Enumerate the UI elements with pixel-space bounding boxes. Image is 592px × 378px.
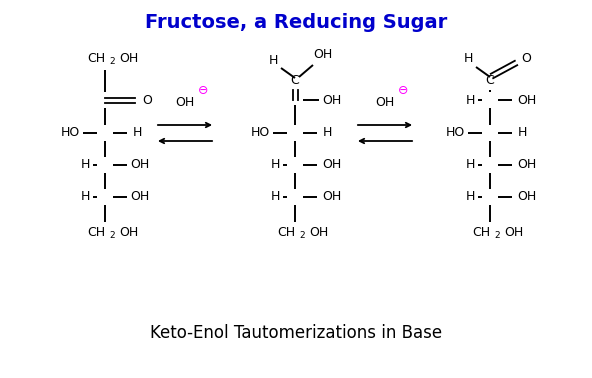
Text: H: H — [271, 191, 279, 203]
Text: OH: OH — [323, 158, 342, 172]
Text: CH: CH — [87, 226, 105, 239]
Text: OH: OH — [175, 96, 195, 110]
Text: H: H — [271, 158, 279, 172]
Text: HO: HO — [445, 127, 465, 139]
Text: C: C — [485, 74, 494, 87]
Text: OH: OH — [119, 226, 139, 239]
Text: H: H — [81, 191, 89, 203]
Text: Keto-Enol Tautomerizations in Base: Keto-Enol Tautomerizations in Base — [150, 324, 442, 342]
Text: CH: CH — [87, 51, 105, 65]
Text: H: H — [81, 158, 89, 172]
Text: OH: OH — [323, 93, 342, 107]
Text: OH: OH — [130, 158, 150, 172]
Text: H: H — [465, 158, 475, 172]
Text: OH: OH — [313, 48, 333, 62]
Text: H: H — [517, 127, 527, 139]
Text: H: H — [465, 191, 475, 203]
Text: OH: OH — [375, 96, 395, 110]
Text: OH: OH — [517, 158, 536, 172]
Text: OH: OH — [323, 191, 342, 203]
Text: OH: OH — [309, 226, 328, 239]
Text: 2: 2 — [109, 231, 115, 240]
Text: 2: 2 — [494, 231, 500, 240]
Text: H: H — [268, 54, 278, 68]
Text: OH: OH — [119, 51, 139, 65]
Text: C: C — [291, 74, 300, 87]
Text: 2: 2 — [299, 231, 305, 240]
Text: CH: CH — [472, 226, 490, 239]
Text: OH: OH — [517, 93, 536, 107]
Text: ⊖: ⊖ — [198, 85, 208, 98]
Text: H: H — [465, 93, 475, 107]
Text: ⊖: ⊖ — [398, 85, 408, 98]
Text: H: H — [464, 53, 472, 65]
Text: O: O — [521, 53, 531, 65]
Text: OH: OH — [504, 226, 523, 239]
Text: HO: HO — [250, 127, 269, 139]
Text: 2: 2 — [109, 57, 115, 67]
Text: OH: OH — [130, 191, 150, 203]
Text: CH: CH — [277, 226, 295, 239]
Text: OH: OH — [517, 191, 536, 203]
Text: H: H — [133, 127, 141, 139]
Text: O: O — [142, 93, 152, 107]
Text: H: H — [322, 127, 332, 139]
Text: HO: HO — [60, 127, 80, 139]
Text: Fructose, a Reducing Sugar: Fructose, a Reducing Sugar — [145, 14, 447, 33]
